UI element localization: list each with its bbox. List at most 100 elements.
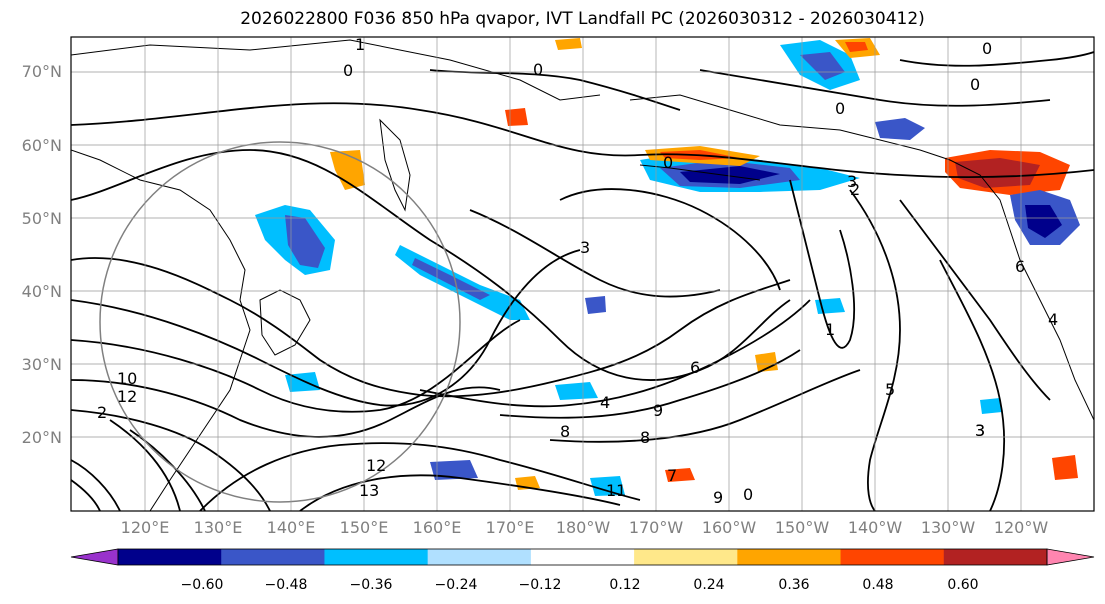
contour-label: 2 <box>97 403 107 422</box>
contour-label: 12 <box>366 456 386 475</box>
colorbar-tick-labels: −0.60 −0.48 −0.36 −0.24 −0.12 0.12 0.24 … <box>181 577 979 593</box>
longitude-label: 120°E <box>121 518 170 537</box>
ivt-contour <box>199 442 641 511</box>
colorbar-tick-label: −0.60 <box>181 577 224 593</box>
positive-anomaly-arctic-core <box>845 42 868 52</box>
ivt-contour <box>699 69 1051 107</box>
ivt-contour <box>71 249 581 407</box>
alaska-coastline <box>629 94 1094 421</box>
ivt-contour <box>71 479 101 511</box>
contour-label: 3 <box>580 238 590 257</box>
ivt-contours <box>71 51 1094 511</box>
latitude-label: 70°N <box>22 62 62 81</box>
contour-label: 11 <box>606 481 626 500</box>
ivt-contour <box>71 319 521 413</box>
longitude-label: 150°W <box>775 518 830 537</box>
longitude-label: 130°W <box>921 518 976 537</box>
ivt-contour <box>109 419 181 511</box>
map-title: 2026022800 F036 850 hPa qvapor, IVT Land… <box>240 9 925 29</box>
contour-label: 2 <box>850 180 860 199</box>
negative-anomaly-band-nwpac-core <box>412 258 490 300</box>
latitude-label: 40°N <box>22 282 62 301</box>
arctic-coastline <box>71 39 601 101</box>
positive-anomaly-patch <box>755 352 778 372</box>
colorbar-bin <box>221 549 325 565</box>
colorbar-bin <box>840 549 945 565</box>
ivt-contour <box>469 209 721 298</box>
positive-anomaly-gulf-alaska-core <box>955 158 1040 188</box>
negative-anomaly-pnw-core <box>1025 205 1062 238</box>
longitude-label: 140°W <box>848 518 903 537</box>
longitude-labels: 120°E 130°E 140°E 150°E 160°E 170°E 180°… <box>121 518 1049 537</box>
negative-anomaly-patch <box>555 382 598 400</box>
contour-label: 1 <box>355 35 365 54</box>
contour-label: 6 <box>690 358 700 377</box>
longitude-label: 180°W <box>556 518 611 537</box>
longitude-label: 120°W <box>994 518 1049 537</box>
contour-label: 0 <box>533 60 543 79</box>
negative-anomaly-patch <box>430 460 478 480</box>
colorbar-bin <box>324 549 429 565</box>
colorbar-tick-label: 0.12 <box>609 577 640 593</box>
ivt-contour <box>71 379 501 438</box>
longitude-label: 170°E <box>486 518 535 537</box>
map-background <box>71 37 1094 511</box>
colorbar-bin <box>737 549 842 565</box>
ivt-contour <box>939 259 1006 511</box>
latitude-label: 30°N <box>22 355 62 374</box>
contour-label: 7 <box>667 466 677 485</box>
latitude-label: 50°N <box>22 209 62 228</box>
colorbar-bin <box>427 549 532 565</box>
contour-label: 9 <box>713 488 723 507</box>
colorbar-tick-label: 0.24 <box>693 577 724 593</box>
anomaly-shading <box>255 38 1080 496</box>
colorbar-tick-label: −0.24 <box>435 577 478 593</box>
contour-label: 12 <box>117 387 137 406</box>
contour-label: 1 <box>825 320 835 339</box>
longitude-label: 160°W <box>702 518 757 537</box>
positive-anomaly-patch <box>330 150 365 190</box>
ivt-contour <box>789 179 856 349</box>
map-frame <box>70 36 1095 512</box>
negative-anomaly-patch <box>585 296 606 314</box>
colorbar-tick-label: 0.60 <box>947 577 978 593</box>
japan-coastline <box>259 289 311 356</box>
latitude-label: 60°N <box>22 136 62 155</box>
colorbar-frame <box>117 548 1048 566</box>
contour-label: 8 <box>640 428 650 447</box>
ivt-contour <box>899 199 1051 401</box>
ivt-contour <box>559 188 781 291</box>
colorbar-extend-low <box>70 548 119 566</box>
landfall-radius-circle <box>99 141 461 503</box>
longitude-label: 170°W <box>629 518 684 537</box>
ivt-contour <box>299 474 621 511</box>
contour-label: 8 <box>560 422 570 441</box>
contour-label: 13 <box>359 481 379 500</box>
map-panel: 0 0 0 0 0 0 1 2 3 3 3 4 5 6 6 7 8 8 9 9 <box>70 35 1095 512</box>
ivt-contour <box>899 51 1094 67</box>
latitude-labels: 70°N 60°N 50°N 40°N 30°N 20°N <box>22 62 62 447</box>
longitude-label: 160°E <box>413 518 462 537</box>
longitude-label: 140°E <box>267 518 316 537</box>
contour-label: 0 <box>743 485 753 504</box>
contour-label: 6 <box>1015 257 1025 276</box>
negative-anomaly-japan-core <box>285 215 325 268</box>
graticule <box>71 37 1094 511</box>
positive-anomaly-patch <box>665 468 695 482</box>
ivt-contour <box>549 369 861 443</box>
colorbar-extend-high <box>1046 548 1095 566</box>
contour-label: 3 <box>975 421 985 440</box>
contour-label: 3 <box>975 421 985 440</box>
colorbar-bin <box>634 549 738 565</box>
ivt-contour <box>71 409 271 511</box>
colorbar-bin <box>943 549 1048 565</box>
contour-label: 0 <box>970 75 980 94</box>
longitude-label: 130°E <box>194 518 243 537</box>
colorbar-tick-label: −0.48 <box>265 577 308 593</box>
ivt-contour <box>419 299 811 408</box>
contour-label: 5 <box>885 380 895 399</box>
contour-label: 0 <box>835 99 845 118</box>
positive-anomaly-patch <box>1052 455 1078 480</box>
negative-anomaly-patch <box>980 398 1002 414</box>
